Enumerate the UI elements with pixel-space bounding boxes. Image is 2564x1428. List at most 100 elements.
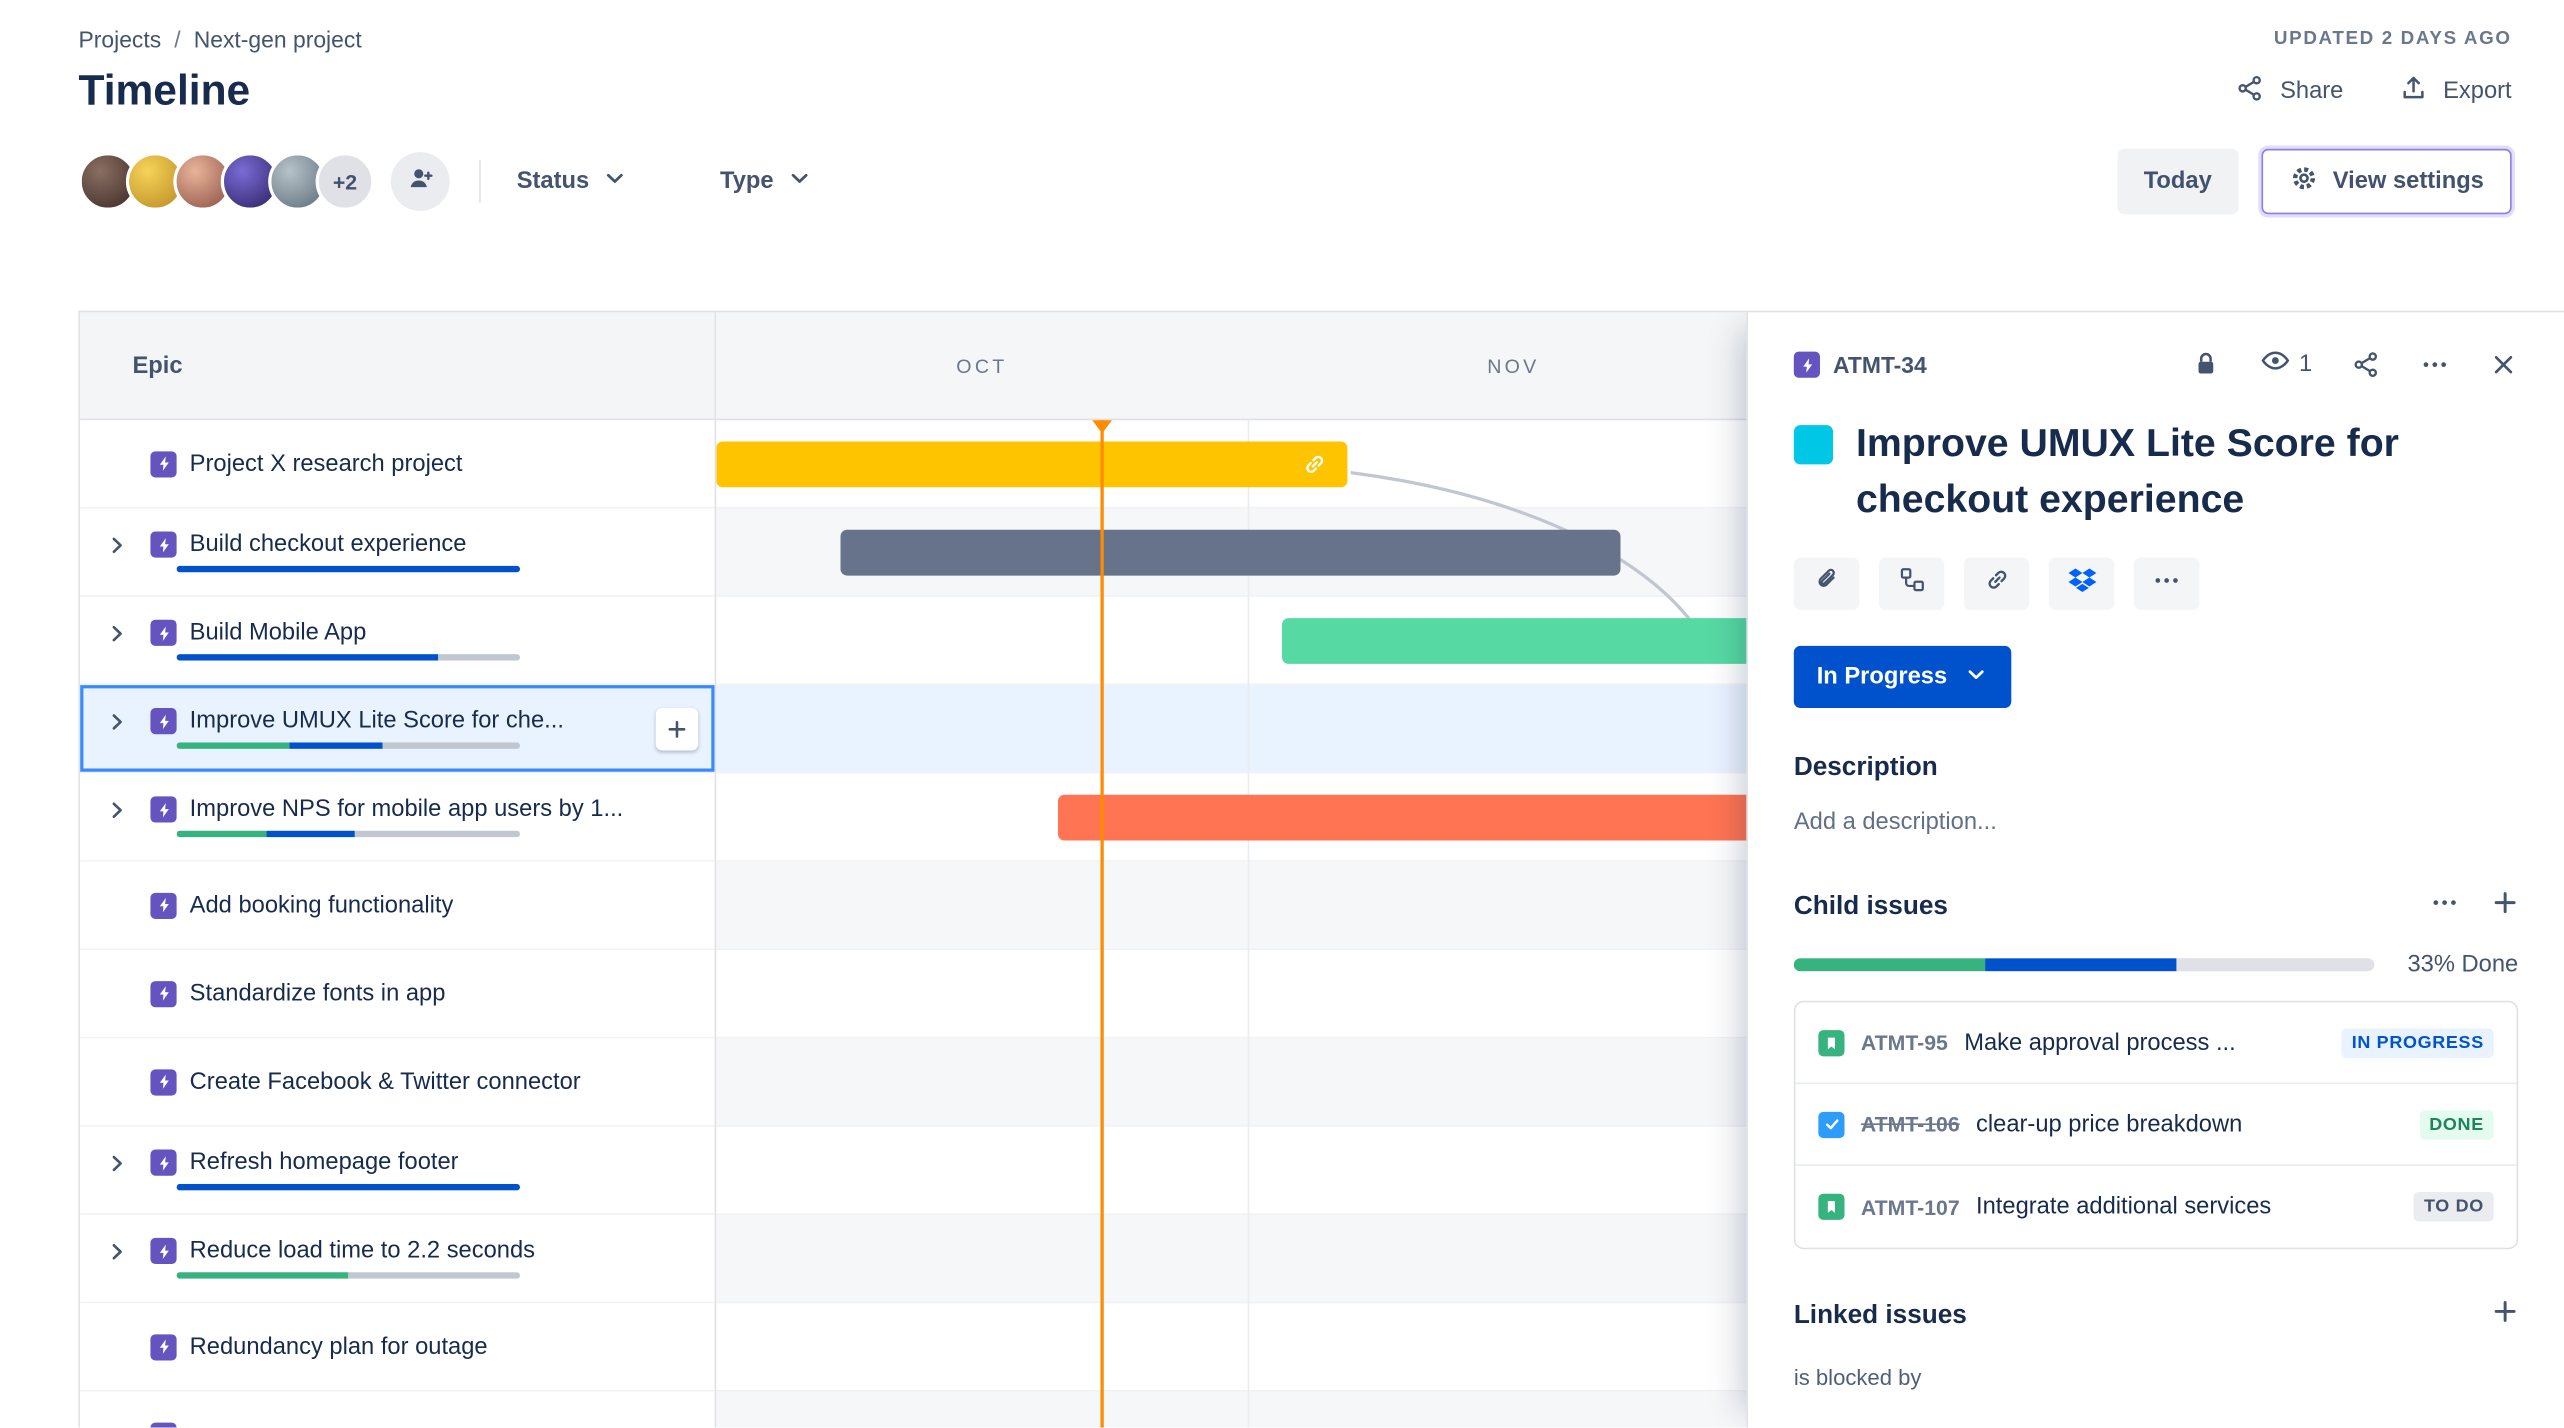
watchers-button[interactable]: 1 xyxy=(2260,345,2312,384)
view-settings-button[interactable]: View settings xyxy=(2260,148,2512,215)
add-child-issue-button[interactable] xyxy=(1878,557,1945,610)
child-issue-row[interactable]: ATMT-106 clear-up price breakdown DONE xyxy=(1795,1084,2517,1166)
child-issue-key[interactable]: ATMT-107 xyxy=(1860,1194,1960,1220)
epic-row[interactable]: Reduce load time to 2.2 seconds xyxy=(80,1214,715,1304)
epic-row[interactable]: Improve NPS for mobile app users by 1... xyxy=(80,773,715,862)
avatar[interactable] xyxy=(268,152,328,211)
status-lozenge[interactable]: TO DO xyxy=(2414,1192,2494,1222)
export-icon xyxy=(2399,73,2428,109)
epic-progress-bar xyxy=(176,742,520,749)
chevron-right-icon[interactable] xyxy=(105,708,141,734)
breadcrumb: Projects / Next-gen project xyxy=(78,26,361,52)
topbar: Projects / Next-gen project UPDATED 2 DA… xyxy=(0,0,2564,215)
subtasks-icon xyxy=(1898,566,1926,602)
epic-row[interactable]: Build checkout experience xyxy=(80,508,715,597)
status-dropdown[interactable]: In Progress xyxy=(1793,645,2011,709)
epic-row[interactable]: Add booking functionality xyxy=(80,861,715,951)
gantt-bar[interactable] xyxy=(716,441,1348,488)
epic-label: Create Facebook & Twitter connector xyxy=(189,1068,581,1095)
status-lozenge[interactable]: IN PROGRESS xyxy=(2341,1027,2494,1058)
timeline-row xyxy=(716,1127,2564,1215)
epic-row[interactable]: Project X research project xyxy=(80,420,715,509)
epic-icon xyxy=(150,1421,177,1428)
toolbar-divider xyxy=(479,160,481,203)
epic-row[interactable] xyxy=(80,1391,715,1428)
child-issues-heading: Child issues xyxy=(1793,892,1948,920)
chevron-down-icon xyxy=(787,165,813,198)
epic-icon xyxy=(150,892,177,919)
more-actions-button[interactable] xyxy=(2133,557,2200,610)
epic-label: Build checkout experience xyxy=(189,531,467,558)
chevron-placeholder xyxy=(105,892,141,918)
today-button[interactable]: Today xyxy=(2117,148,2238,215)
share-button[interactable]: Share xyxy=(2236,73,2343,109)
timeline-row xyxy=(716,950,2564,1039)
epic-icon xyxy=(150,1237,177,1265)
timeline-row xyxy=(716,773,2564,862)
avatar-overflow-badge[interactable]: +2 xyxy=(315,152,375,211)
paperclip-icon xyxy=(1813,566,1841,602)
epic-icon xyxy=(150,708,177,735)
breadcrumb-project[interactable]: Next-gen project xyxy=(193,26,362,53)
dependency-link-icon[interactable] xyxy=(1302,451,1328,477)
child-issue-row[interactable]: ATMT-107 Integrate additional services TO … xyxy=(1795,1166,2516,1248)
description-heading: Description xyxy=(1793,753,1938,782)
add-person-icon xyxy=(406,163,435,201)
epic-progress-bar xyxy=(176,565,520,573)
epic-icon xyxy=(150,619,177,646)
child-progress-bar xyxy=(1793,958,2375,972)
issue-title[interactable]: Improve UMUX Lite Score for checkout exp… xyxy=(1855,421,2399,522)
export-button[interactable]: Export xyxy=(2399,73,2512,109)
epic-row[interactable]: Redundancy plan for outage xyxy=(80,1303,715,1392)
child-issues-card: ATMT-95 Make approval process ... IN PROGR… xyxy=(1793,1000,2519,1250)
add-linked-icon[interactable] xyxy=(2492,1298,2518,1332)
chevron-right-icon[interactable] xyxy=(105,531,141,557)
epic-row[interactable]: Build Mobile App xyxy=(80,596,715,686)
epic-row[interactable]: Refresh homepage footer xyxy=(80,1126,715,1215)
lock-icon[interactable] xyxy=(2191,350,2220,379)
add-person-button[interactable] xyxy=(390,152,450,211)
child-issues-more-icon[interactable] xyxy=(2430,888,2459,926)
epic-label: Build Mobile App xyxy=(189,619,367,646)
dropbox-button[interactable] xyxy=(2048,557,2115,610)
status-filter[interactable]: Status xyxy=(517,165,629,198)
epic-label: Add booking functionality xyxy=(189,892,454,919)
child-issue-title[interactable]: Integrate additional services xyxy=(1976,1193,2272,1220)
share-issue-icon[interactable] xyxy=(2351,350,2380,379)
close-icon[interactable] xyxy=(2489,350,2518,379)
type-filter[interactable]: Type xyxy=(720,165,813,198)
epic-label: Reduce load time to 2.2 seconds xyxy=(189,1237,536,1265)
chevron-right-icon[interactable] xyxy=(105,796,141,822)
link-issue-button[interactable] xyxy=(1963,557,2030,610)
child-issue-row[interactable]: ATMT-95 Make approval process ... IN PROGR… xyxy=(1795,1002,2517,1085)
issue-key[interactable]: ATMT-34 xyxy=(1833,351,1927,378)
child-issue-key[interactable]: ATMT-106 xyxy=(1860,1111,1960,1137)
gantt-bar[interactable] xyxy=(840,529,1621,576)
child-issue-title[interactable]: clear-up price breakdown xyxy=(1976,1111,2243,1138)
chevron-placeholder xyxy=(105,1069,141,1095)
type-filter-label: Type xyxy=(720,168,774,195)
child-issue-key[interactable]: ATMT-95 xyxy=(1860,1030,1948,1055)
avatar-group xyxy=(78,152,328,211)
task-icon xyxy=(1818,1111,1845,1138)
chevron-placeholder xyxy=(105,980,141,1006)
chevron-right-icon[interactable] xyxy=(105,620,141,646)
status-lozenge[interactable]: DONE xyxy=(2419,1109,2494,1139)
epic-row[interactable]: Standardize fonts in app xyxy=(80,950,715,1039)
epic-row[interactable]: Create Facebook & Twitter connector xyxy=(80,1038,715,1127)
breadcrumb-projects[interactable]: Projects xyxy=(78,26,162,53)
add-child-icon[interactable] xyxy=(2492,890,2518,924)
story-icon xyxy=(1818,1029,1845,1056)
issue-detail-panel: ATMT-34 1 xyxy=(1746,312,2564,1428)
epic-row[interactable]: Improve UMUX Lite Score for che... xyxy=(80,685,715,774)
child-issue-title[interactable]: Make approval process ... xyxy=(1964,1029,2236,1056)
add-child-button[interactable] xyxy=(655,708,699,751)
timeline-row xyxy=(716,1303,2564,1392)
epic-label: Project X research project xyxy=(189,450,463,477)
chevron-right-icon[interactable] xyxy=(105,1150,141,1176)
attach-button[interactable] xyxy=(1793,557,1860,610)
chevron-placeholder xyxy=(105,1422,141,1428)
chevron-right-icon[interactable] xyxy=(105,1238,141,1264)
more-icon[interactable] xyxy=(2420,350,2449,379)
description-placeholder[interactable]: Add a description... xyxy=(1793,809,1997,836)
